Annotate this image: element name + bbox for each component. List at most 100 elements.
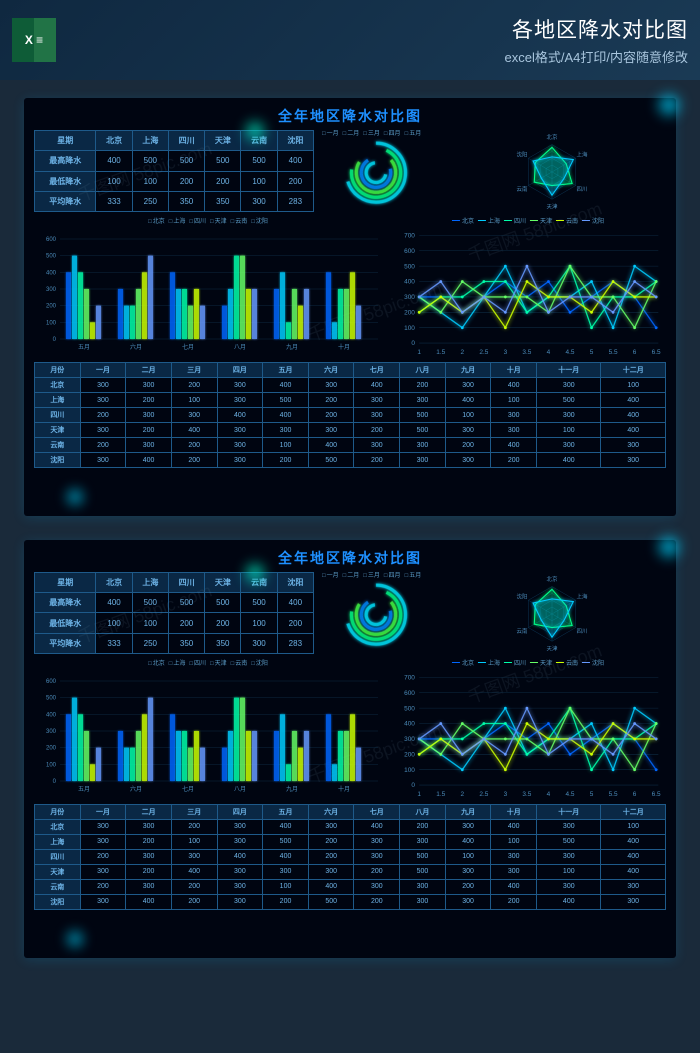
- page-title: 各地区降水对比图: [68, 14, 688, 44]
- monthly-table: 月份一月二月三月四月五月六月七月八月九月十月十一月十二月北京3003002003…: [34, 362, 666, 468]
- svg-text:云南: 云南: [517, 627, 528, 635]
- svg-text:3.5: 3.5: [522, 791, 531, 798]
- svg-text:500: 500: [404, 263, 415, 270]
- svg-text:700: 700: [404, 674, 415, 681]
- line-chart: 0 100 200 300 400 500 600 700 1 1.5 2 2.5 3 3.5 4 4.5 5 5…: [390, 658, 666, 798]
- svg-text:七月: 七月: [182, 785, 194, 793]
- dashboard-container: 千图网 58pic.com 千图网 58pic.com 千图网 58pic.co…: [0, 80, 700, 976]
- radar-chart: 北京上海四川天津 云南 沈阳: [438, 130, 666, 212]
- svg-text:100: 100: [404, 325, 415, 332]
- svg-text:100: 100: [404, 767, 415, 774]
- line-legend: 北京上海四川天津云南沈阳: [452, 216, 604, 225]
- svg-text:云南: 云南: [517, 185, 528, 193]
- svg-text:300: 300: [404, 736, 415, 743]
- svg-text:200: 200: [404, 751, 415, 758]
- page-subtitle: excel格式/A4打印/内容随意修改: [68, 47, 688, 66]
- header-text-block: 各地区降水对比图 excel格式/A4打印/内容随意修改: [68, 14, 688, 66]
- svg-text:600: 600: [404, 690, 415, 697]
- bar-legend: 北京上海四川天津云南沈阳: [148, 658, 268, 667]
- svg-text:300: 300: [404, 294, 415, 301]
- svg-text:400: 400: [404, 279, 415, 286]
- svg-text:沈阳: 沈阳: [517, 150, 528, 158]
- svg-text:5: 5: [590, 349, 594, 356]
- svg-text:天津: 天津: [547, 203, 558, 210]
- svg-text:1: 1: [417, 791, 421, 798]
- svg-text:500: 500: [404, 705, 415, 712]
- svg-text:五月: 五月: [78, 786, 90, 793]
- svg-text:北京: 北京: [547, 133, 558, 141]
- svg-text:400: 400: [46, 270, 57, 276]
- svg-text:0: 0: [411, 340, 415, 347]
- summary-table: 星期北京上海四川天津云南沈阳最高降水400500500500500400最低降水…: [34, 572, 314, 654]
- bar-chart: 0100200300400500600五月六月七月八月九月十月: [34, 658, 382, 798]
- svg-text:5.5: 5.5: [609, 791, 618, 798]
- svg-text:4: 4: [547, 349, 551, 356]
- svg-text:1: 1: [417, 349, 421, 356]
- svg-text:四川: 四川: [577, 628, 588, 635]
- radar-chart: 北京上海四川天津 云南 沈阳: [438, 572, 666, 654]
- svg-text:200: 200: [404, 309, 415, 316]
- donut-legend: 一月二月三月四月五月: [322, 128, 421, 137]
- svg-text:6.5: 6.5: [652, 349, 661, 356]
- line-chart: 010020030040050060070011.522.533.544.555…: [390, 216, 666, 356]
- svg-text:十月: 十月: [338, 785, 350, 793]
- bar-chart: 0 100 200 300 400 500 600 五月 六月 七月 八月 九月 十月: [34, 216, 382, 356]
- svg-text:6: 6: [633, 791, 637, 798]
- svg-text:500: 500: [46, 254, 57, 260]
- svg-text:200: 200: [46, 746, 57, 752]
- page-header: X ≡ 各地区降水对比图 excel格式/A4打印/内容随意修改: [0, 0, 700, 80]
- bar-legend: 北京上海四川天津云南沈阳: [148, 216, 268, 225]
- svg-text:4.5: 4.5: [566, 791, 575, 798]
- svg-text:100: 100: [46, 320, 57, 326]
- svg-text:1.5: 1.5: [436, 349, 445, 356]
- excel-icon: X ≡: [12, 18, 56, 62]
- dashboard-title: 全年地区降水对比图: [34, 548, 666, 568]
- donut-legend: 一月二月三月四月五月: [322, 570, 421, 579]
- svg-text:八月: 八月: [234, 344, 246, 351]
- svg-text:0: 0: [53, 337, 57, 343]
- svg-text:3: 3: [504, 791, 508, 798]
- svg-text:七月: 七月: [182, 343, 194, 351]
- svg-text:2.5: 2.5: [479, 791, 488, 798]
- dashboard-instance-1: 千图网 58pic.com 千图网 58pic.com 千图网 58pic.co…: [24, 98, 676, 516]
- svg-text:上海: 上海: [577, 150, 588, 158]
- svg-text:600: 600: [404, 248, 415, 255]
- svg-text:五月: 五月: [78, 344, 90, 351]
- svg-text:1.5: 1.5: [436, 791, 445, 798]
- monthly-table: 月份一月二月三月四月五月六月七月八月九月十月十一月十二月北京3003002003…: [34, 804, 666, 910]
- svg-text:2: 2: [461, 791, 465, 798]
- svg-text:2: 2: [461, 349, 465, 356]
- svg-text:2.5: 2.5: [479, 349, 488, 356]
- svg-text:700: 700: [404, 233, 415, 240]
- svg-text:上海: 上海: [577, 592, 588, 600]
- svg-text:400: 400: [404, 721, 415, 728]
- donut-chart: [322, 130, 430, 212]
- svg-text:六月: 六月: [130, 785, 142, 793]
- svg-text:六月: 六月: [130, 343, 142, 351]
- summary-table: 星期北京上海四川天津云南沈阳最高降水400500500500500400最低降水…: [34, 130, 314, 212]
- svg-text:5: 5: [590, 791, 594, 798]
- svg-text:天津: 天津: [547, 645, 558, 652]
- svg-text:6: 6: [633, 349, 637, 356]
- svg-text:八月: 八月: [234, 786, 246, 793]
- svg-text:0: 0: [53, 779, 57, 785]
- svg-text:四川: 四川: [577, 186, 588, 193]
- donut-chart: [322, 572, 430, 654]
- svg-text:300: 300: [46, 729, 57, 735]
- svg-text:北京: 北京: [547, 575, 558, 583]
- svg-text:4.5: 4.5: [566, 349, 575, 356]
- svg-text:600: 600: [46, 237, 57, 243]
- svg-text:300: 300: [46, 287, 57, 293]
- svg-text:十月: 十月: [338, 343, 350, 351]
- dashboard-title: 全年地区降水对比图: [34, 106, 666, 126]
- svg-text:沈阳: 沈阳: [517, 592, 528, 600]
- svg-text:0: 0: [411, 782, 415, 789]
- svg-text:5.5: 5.5: [609, 349, 618, 356]
- svg-text:500: 500: [46, 696, 57, 702]
- svg-text:3.5: 3.5: [522, 349, 531, 356]
- svg-text:6.5: 6.5: [652, 791, 661, 798]
- line-legend: 北京上海四川天津云南沈阳: [452, 658, 604, 667]
- svg-text:4: 4: [547, 791, 551, 798]
- svg-text:九月: 九月: [286, 343, 298, 351]
- svg-text:200: 200: [46, 304, 57, 310]
